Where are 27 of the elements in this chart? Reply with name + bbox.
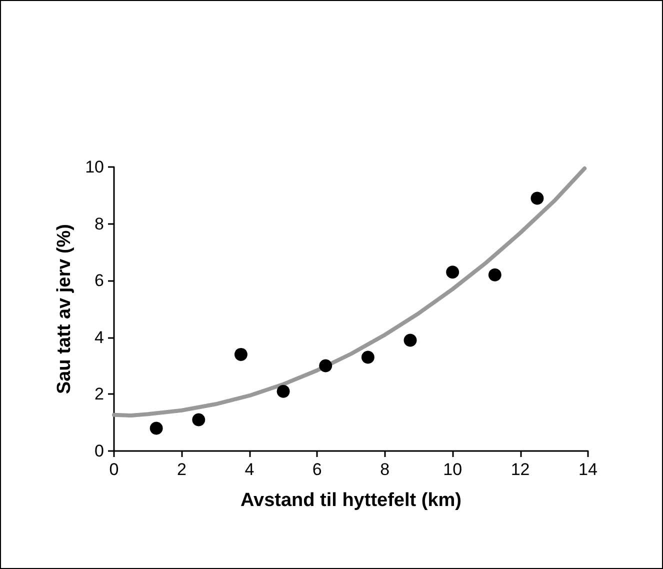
x-tick-label: 6 — [312, 460, 322, 479]
y-tick-label: 2 — [94, 384, 104, 404]
point — [319, 359, 332, 372]
point — [361, 350, 374, 364]
x-tick-label: 0 — [109, 460, 119, 479]
x-tick-label: 8 — [380, 460, 390, 479]
x-tick-label: 14 — [578, 460, 598, 479]
point — [446, 266, 460, 279]
x-axis-title: Avstand til hyttefelt (km) — [240, 490, 462, 511]
x-tick-label: 12 — [510, 460, 530, 479]
y-tick-label: 10 — [85, 158, 104, 176]
point — [192, 413, 206, 426]
x-tick-label: 10 — [443, 460, 462, 479]
point — [488, 268, 502, 282]
point — [530, 192, 544, 205]
point — [404, 334, 417, 347]
point — [234, 348, 248, 361]
line-series — [112, 166, 587, 418]
y-tick-label: 4 — [94, 328, 104, 347]
y-tick-label: 0 — [94, 442, 104, 460]
x-tick-label: 4 — [244, 460, 254, 479]
x-tick-label: 2 — [176, 460, 186, 479]
point — [150, 422, 163, 435]
y-tick-label: 6 — [94, 271, 104, 290]
y-tick-label: 8 — [94, 214, 104, 234]
y-axis-title: Sau tatt av jerv (%) — [54, 224, 76, 394]
point — [276, 384, 290, 398]
